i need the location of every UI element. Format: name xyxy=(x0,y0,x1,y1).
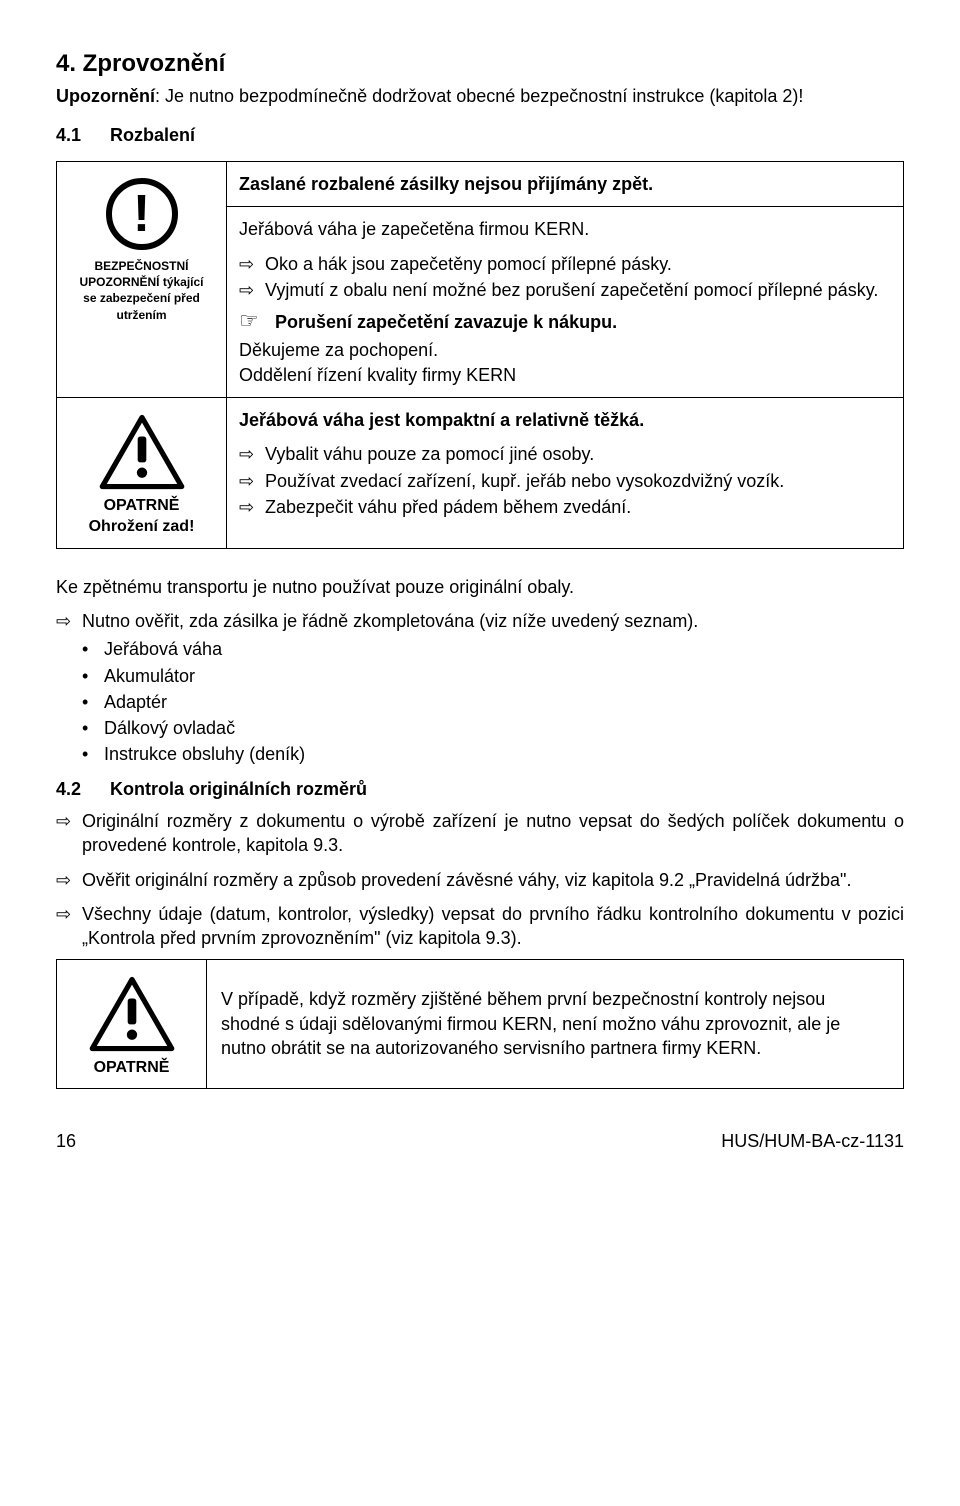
arrow-text: Vyjmutí z obalu není možné bez porušení … xyxy=(265,278,891,302)
arrow-text: Používat zvedací zařízení, kupř. jeřáb n… xyxy=(265,469,891,493)
label-line: OPATRNĚ xyxy=(69,496,214,517)
caution-label: OPATRNĚ Ohrožení zad! xyxy=(69,496,214,538)
arrow-item: Zabezpečit váhu před pádem během zvedání… xyxy=(239,495,891,519)
section-4-2-heading: 4.2Kontrola originálních rozměrů xyxy=(56,777,904,801)
arrow-item: Ověřit originální rozměry a způsob prove… xyxy=(56,868,904,892)
bullet-item: Dálkový ovladač xyxy=(56,716,904,740)
caution-cell: OPATRNĚ Ohrožení zad! xyxy=(57,398,227,549)
arrow-icon xyxy=(239,469,265,493)
bullet-item: Akumulátor xyxy=(56,664,904,688)
caution-text-cell: V případě, když rozměry zjištěné během p… xyxy=(207,959,904,1089)
row2-text-cell: Jeřábová váha je zapečetěna firmou KERN.… xyxy=(227,207,904,398)
arrow-icon xyxy=(56,609,82,633)
bullet-item: Jeřábová váha xyxy=(56,637,904,661)
bullet-icon xyxy=(82,637,104,661)
arrow-text: Ověřit originální rozměry a způsob prove… xyxy=(82,868,904,892)
arrow-item: Vybalit váhu pouze za pomocí jiné osoby. xyxy=(239,442,891,466)
warning-text: : Je nutno bezpodmínečně dodržovat obecn… xyxy=(155,86,803,106)
caution-box: OPATRNĚ V případě, když rozměry zjištěné… xyxy=(56,959,904,1090)
package-bullet-list: Jeřábová váha Akumulátor Adaptér Dálkový… xyxy=(56,637,904,766)
section-title: Rozbalení xyxy=(110,125,195,145)
row3-head: Jeřábová váha jest kompaktní a relativně… xyxy=(239,408,891,432)
hand-line: ☞ Porušení zapečetění zavazuje k nákupu. xyxy=(239,310,891,334)
warning-triangle-icon xyxy=(88,976,176,1052)
pointing-hand-icon: ☞ xyxy=(239,310,275,334)
row3-text-cell: Jeřábová váha jest kompaktní a relativně… xyxy=(227,398,904,549)
arrow-text: Všechny údaje (datum, kontrolor, výsledk… xyxy=(82,902,904,951)
page-number: 16 xyxy=(56,1129,76,1153)
row1-text: Zaslané rozbalené zásilky nejsou přijímá… xyxy=(239,172,891,196)
caution-icon-cell: OPATRNĚ xyxy=(57,959,207,1089)
row2-out1: Děkujeme za pochopení. xyxy=(239,338,891,362)
caution-label: OPATRNĚ xyxy=(71,1058,192,1079)
section-title: Kontrola originálních rozměrů xyxy=(110,779,367,799)
arrow-item: Vyjmutí z obalu není možné bez porušení … xyxy=(239,278,891,302)
arrow-text: Originální rozměry z dokumentu o výrobě … xyxy=(82,809,904,858)
safety-notice-label: BEZPEČNOSTNÍ UPOZORNĚNÍ týkající se zabe… xyxy=(69,258,214,323)
row3-arrow-list: Vybalit váhu pouze za pomocí jiné osoby.… xyxy=(239,442,891,519)
mid-arrow-list: Nutno ověřit, zda zásilka je řádně zkomp… xyxy=(56,609,904,633)
arrow-icon xyxy=(239,252,265,276)
bullet-icon xyxy=(82,716,104,740)
bullet-icon xyxy=(82,664,104,688)
row2-arrow-list: Oko a hák jsou zapečetěny pomocí přílepn… xyxy=(239,252,891,303)
bullet-item: Instrukce obsluhy (deník) xyxy=(56,742,904,766)
arrow-item: Všechny údaje (datum, kontrolor, výsledk… xyxy=(56,902,904,951)
arrow-item: Používat zvedací zařízení, kupř. jeřáb n… xyxy=(239,469,891,493)
mid-paragraph: Ke zpětnému transportu je nutno používat… xyxy=(56,575,904,599)
bullet-text: Adaptér xyxy=(104,690,904,714)
heading-4: 4. Zprovoznění xyxy=(56,48,904,80)
section-number: 4.2 xyxy=(56,777,110,801)
row2-intro: Jeřábová váha je zapečetěna firmou KERN. xyxy=(239,217,891,241)
arrow-item: Originální rozměry z dokumentu o výrobě … xyxy=(56,809,904,858)
arrow-item: Oko a hák jsou zapečetěny pomocí přílepn… xyxy=(239,252,891,276)
row1-text-cell: Zaslané rozbalené zásilky nejsou přijímá… xyxy=(227,161,904,206)
arrow-item: Nutno ověřit, zda zásilka je řádně zkomp… xyxy=(56,609,904,633)
arrow-text: Nutno ověřit, zda zásilka je řádně zkomp… xyxy=(82,609,904,633)
page-footer: 16 HUS/HUM-BA-cz-1131 xyxy=(56,1129,904,1153)
section-number: 4.1 xyxy=(56,123,110,147)
safety-notice-cell: ! BEZPEČNOSTNÍ UPOZORNĚNÍ týkající se za… xyxy=(57,161,227,397)
warning-triangle-icon xyxy=(98,414,186,490)
bullet-icon xyxy=(82,742,104,766)
warning-paragraph: Upozornění: Je nutno bezpodmínečně dodrž… xyxy=(56,84,904,108)
section-4-1-heading: 4.1Rozbalení xyxy=(56,123,904,147)
bullet-text: Jeřábová váha xyxy=(104,637,904,661)
arrow-icon xyxy=(239,442,265,466)
bullet-text: Akumulátor xyxy=(104,664,904,688)
arrow-icon xyxy=(56,809,82,858)
warning-label: Upozornění xyxy=(56,86,155,106)
arrow-text: Vybalit váhu pouze za pomocí jiné osoby. xyxy=(265,442,891,466)
arrow-icon xyxy=(239,278,265,302)
arrow-text: Zabezpečit váhu před pádem během zvedání… xyxy=(265,495,891,519)
arrow-icon xyxy=(56,902,82,951)
bullet-text: Dálkový ovladač xyxy=(104,716,904,740)
label-line: Ohrožení zad! xyxy=(69,517,214,538)
sec42-arrow-list: Originální rozměry z dokumentu o výrobě … xyxy=(56,809,904,950)
exclamation-circle-icon: ! xyxy=(106,178,178,250)
arrow-text: Oko a hák jsou zapečetěny pomocí přílepn… xyxy=(265,252,891,276)
label-line: UPOZORNĚNÍ týkající xyxy=(69,274,214,290)
label-line: BEZPEČNOSTNÍ xyxy=(69,258,214,274)
bullet-text: Instrukce obsluhy (deník) xyxy=(104,742,904,766)
bullet-item: Adaptér xyxy=(56,690,904,714)
bullet-icon xyxy=(82,690,104,714)
doc-id: HUS/HUM-BA-cz-1131 xyxy=(721,1129,904,1153)
hand-text: Porušení zapečetění zavazuje k nákupu. xyxy=(275,310,891,334)
row2-out2: Oddělení řízení kvality firmy KERN xyxy=(239,363,891,387)
caution-text: V případě, když rozměry zjištěné během p… xyxy=(221,989,840,1058)
unpack-table: ! BEZPEČNOSTNÍ UPOZORNĚNÍ týkající se za… xyxy=(56,161,904,549)
arrow-icon xyxy=(56,868,82,892)
label-line: se zabezpečení před xyxy=(69,290,214,306)
label-line: utržením xyxy=(69,307,214,323)
arrow-icon xyxy=(239,495,265,519)
